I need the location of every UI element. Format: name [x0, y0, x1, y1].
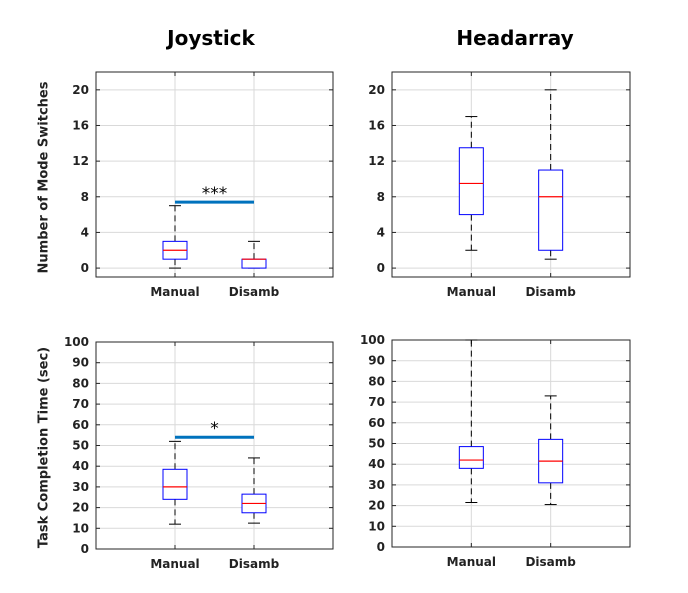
y-tick-label: 20 — [368, 499, 385, 513]
y-tick-label: 0 — [377, 540, 385, 554]
box-disamb — [538, 89, 564, 260]
x-tick-label: Disamb — [525, 285, 576, 299]
y-tick-label: 50 — [72, 439, 89, 453]
y-tick-label: 70 — [72, 397, 89, 411]
y-tick-label: 100 — [360, 333, 385, 347]
x-tick-label: Disamb — [229, 285, 280, 299]
y-tick-label: 100 — [64, 335, 89, 349]
chart-panel-2: 0 10 20 30 40 50 60 70 80 90 100 Manual Disamb * — [64, 335, 334, 571]
y-tick-label: 12 — [368, 154, 385, 168]
y-tick-label: 0 — [81, 542, 89, 556]
column-title-joystick: Joystick — [167, 26, 255, 50]
y-tick-label: 16 — [368, 118, 385, 132]
significance-label: *** — [202, 184, 228, 204]
significance-label: * — [210, 419, 219, 439]
y-tick-label: 8 — [81, 190, 89, 204]
y-tick-label: 0 — [377, 261, 385, 275]
x-tick-label: Disamb — [525, 555, 576, 569]
x-tick-label: Manual — [150, 285, 199, 299]
y-tick-label: 20 — [368, 83, 385, 97]
y-tick-label: 90 — [368, 354, 385, 368]
y-tick-label: 80 — [72, 376, 89, 390]
x-tick-label: Manual — [150, 557, 199, 571]
y-tick-label: 90 — [72, 356, 89, 370]
box-disamb — [538, 395, 564, 506]
box-manual — [458, 116, 484, 251]
x-tick-label: Manual — [447, 285, 496, 299]
y-tick-label: 4 — [377, 225, 385, 239]
y-tick-label: 16 — [72, 118, 89, 132]
y-tick-label: 8 — [377, 190, 385, 204]
y-tick-label: 50 — [368, 437, 385, 451]
y-tick-label: 60 — [368, 416, 385, 430]
box-body — [241, 258, 267, 269]
plot-frame — [391, 71, 631, 278]
column-title-headarray: Headarray — [456, 26, 574, 50]
y-tick-label: 40 — [368, 457, 385, 471]
chart-panel-0: 0 4 8 12 16 20 Manual Disamb *** — [72, 71, 334, 299]
y-tick-label: 12 — [72, 154, 89, 168]
plot-frame — [95, 71, 334, 278]
y-tick-label: 0 — [81, 261, 89, 275]
box-disamb — [241, 240, 267, 269]
y-tick-label: 20 — [72, 83, 89, 97]
box-body — [458, 147, 484, 216]
y-tick-label: 70 — [368, 395, 385, 409]
y-tick-label: 10 — [72, 521, 89, 535]
x-tick-label: Disamb — [229, 557, 280, 571]
box-body — [458, 446, 484, 469]
box-disamb — [241, 457, 267, 524]
y-tick-label: 80 — [368, 374, 385, 388]
chart-panel-1: 0 4 8 12 16 20 Manual Disamb — [368, 71, 631, 299]
box-manual — [458, 339, 484, 503]
y-tick-label: 10 — [368, 519, 385, 533]
box-manual — [162, 440, 188, 525]
box-body — [538, 169, 564, 251]
y-tick-label: 30 — [72, 480, 89, 494]
box-body — [162, 468, 188, 500]
y-tick-label: 60 — [72, 418, 89, 432]
chart-panel-3: 0 10 20 30 40 50 60 70 80 90 100 Manual Disamb — [360, 333, 631, 569]
y-tick-label: 30 — [368, 478, 385, 492]
y-tick-label: 20 — [72, 501, 89, 515]
y-tick-label: 4 — [81, 225, 89, 239]
box-manual — [162, 205, 188, 269]
y-tick-label: 40 — [72, 459, 89, 473]
x-tick-label: Manual — [447, 555, 496, 569]
